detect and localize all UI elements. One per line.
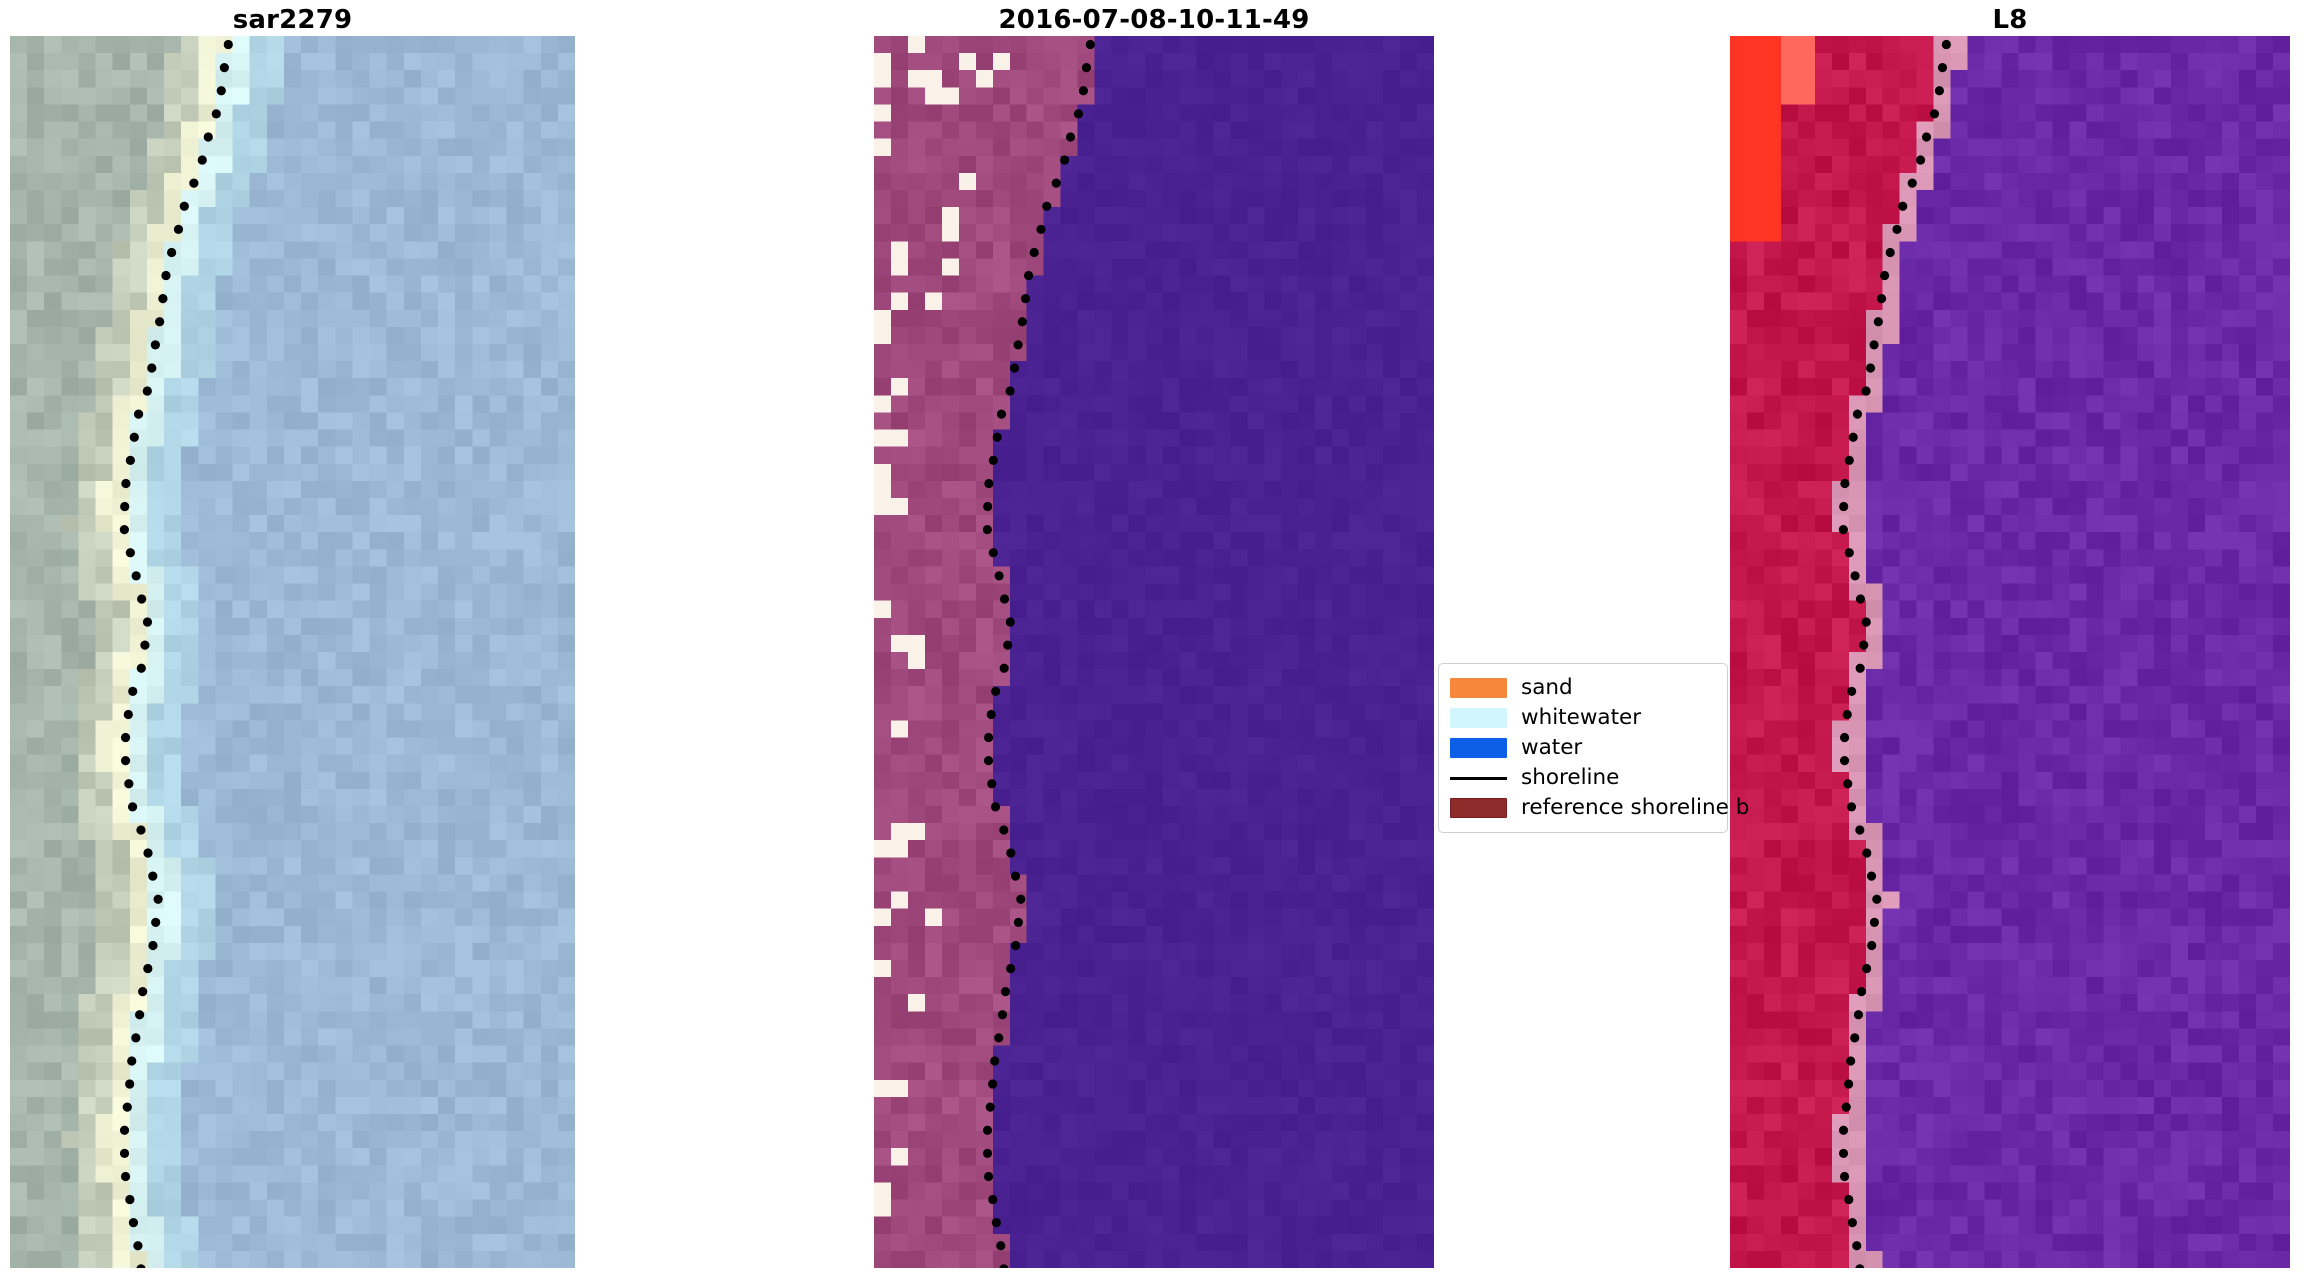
legend: sand whitewater water shoreline reference sh…: [1438, 663, 1749, 833]
legend-line-swatch: [1450, 768, 1507, 788]
legend-color-swatch: [1450, 708, 1507, 728]
legend-item-sand: sand: [1450, 673, 1717, 703]
legend-item-label: whitewater: [1521, 705, 1642, 731]
classified-image-canvas: [874, 36, 1434, 1268]
shoreline-overlay: [982, 39, 1095, 1268]
rgb-image-canvas: [10, 36, 575, 1268]
legend-item-label: shoreline: [1521, 765, 1620, 791]
legend-item-water: water: [1450, 733, 1717, 763]
panel-rgb-sar2279[interactable]: [10, 36, 575, 1268]
legend-item-reference: reference shoreline b: [1450, 793, 1749, 823]
legend-item-whitewater: whitewater: [1450, 703, 1717, 733]
legend-item-label: water: [1521, 735, 1583, 761]
l8-image-canvas: [1730, 36, 2290, 1268]
panel-title-classified: 2016-07-08-10-11-49: [998, 5, 1310, 35]
legend-item-label: reference shoreline b: [1521, 795, 1750, 821]
legend-color-swatch: [1450, 738, 1507, 758]
legend-item-shoreline: shoreline: [1450, 763, 1717, 793]
legend-color-swatch: [1450, 798, 1507, 818]
shoreline-overlay: [1838, 39, 1951, 1268]
shoreline-overlay: [119, 39, 233, 1268]
panel-title-l8: L8: [1992, 5, 2028, 35]
shoreline-line-icon: [1450, 777, 1507, 780]
panel-classified-image[interactable]: [874, 36, 1434, 1268]
panel-title-sar2279: sar2279: [232, 5, 353, 35]
panel-l8-image[interactable]: [1730, 36, 2290, 1268]
legend-item-label: sand: [1521, 675, 1573, 701]
legend-color-swatch: [1450, 678, 1507, 698]
